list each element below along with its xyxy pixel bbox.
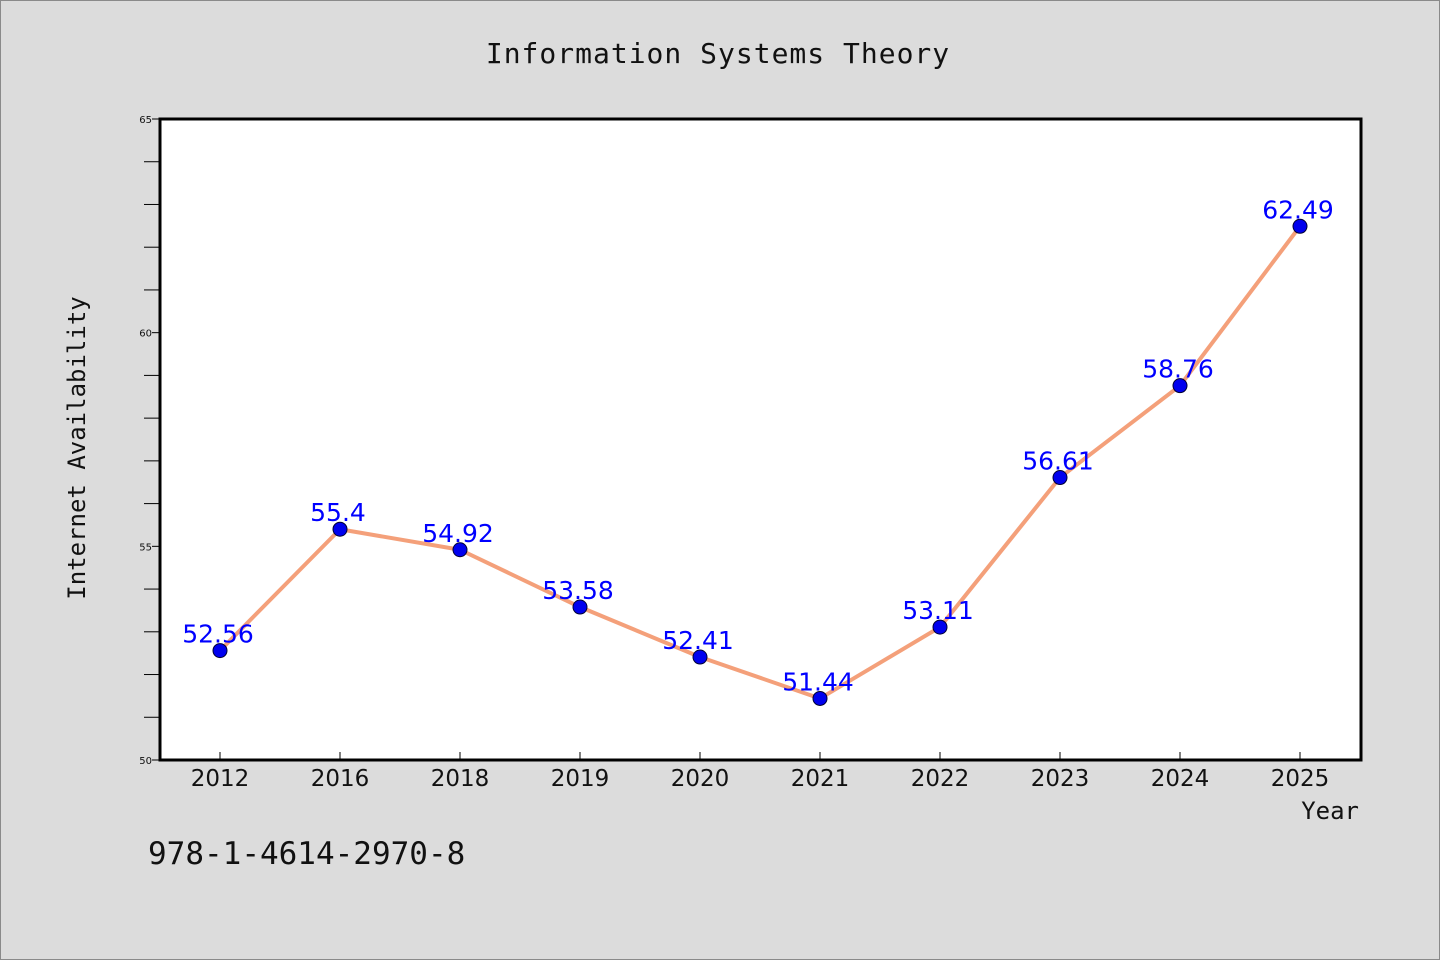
- data-label: 54.92: [422, 519, 494, 548]
- y-axis-label: Internet Availability: [63, 296, 91, 599]
- data-point: [812, 690, 828, 706]
- plot-area: [158, 117, 1363, 762]
- data-label: 55.4: [310, 498, 366, 527]
- y-tick-label: 55: [139, 542, 152, 553]
- x-tick-label: 2016: [311, 766, 370, 792]
- data-point: [452, 542, 468, 558]
- data-point: [932, 619, 948, 635]
- chart-title: Information Systems Theory: [486, 37, 950, 70]
- data-label: 58.76: [1142, 355, 1214, 384]
- data-label: 52.56: [182, 620, 254, 649]
- data-label: 51.44: [782, 667, 854, 696]
- x-tick-label: 2020: [671, 766, 730, 792]
- x-tick-label: 2021: [791, 766, 850, 792]
- data-point: [1052, 470, 1068, 486]
- x-tick-label: 2023: [1031, 766, 1090, 792]
- data-point: [572, 599, 588, 615]
- series-line: [218, 224, 1302, 701]
- data-markers: [212, 218, 1308, 706]
- data-label: 53.11: [902, 596, 974, 625]
- data-point: [1292, 218, 1308, 234]
- y-tick-label: 50: [139, 756, 152, 767]
- y-tick-label: 65: [139, 115, 152, 126]
- x-tick-label: 2022: [911, 766, 970, 792]
- x-tick-label: 2025: [1271, 766, 1330, 792]
- data-label: 53.58: [542, 576, 614, 605]
- x-tick-label: 2018: [431, 766, 490, 792]
- data-labels: 52.56 55.4 54.92 53.58 52.41 51.44 53.11 56.61 5…: [182, 195, 1334, 696]
- x-tick-label: 2019: [551, 766, 610, 792]
- x-axis: 2012 2016 2018 2019 2020 2021 2022 2023 2024 2025: [191, 752, 1330, 792]
- isbn-caption: 978-1-4614-2970-8: [148, 836, 465, 872]
- data-label: 52.41: [662, 626, 734, 655]
- data-point: [1172, 378, 1188, 394]
- x-axis-label: Year: [1301, 797, 1359, 825]
- y-tick-label: 60: [139, 329, 152, 340]
- x-tick-label: 2024: [1151, 766, 1210, 792]
- y-axis: 50 55 60 65: [139, 115, 160, 767]
- data-label: 62.49: [1262, 195, 1334, 224]
- data-point: [212, 643, 228, 659]
- x-tick-label: 2012: [191, 766, 250, 792]
- data-point: [332, 521, 348, 537]
- data-label: 56.61: [1022, 447, 1094, 476]
- data-point: [692, 649, 708, 665]
